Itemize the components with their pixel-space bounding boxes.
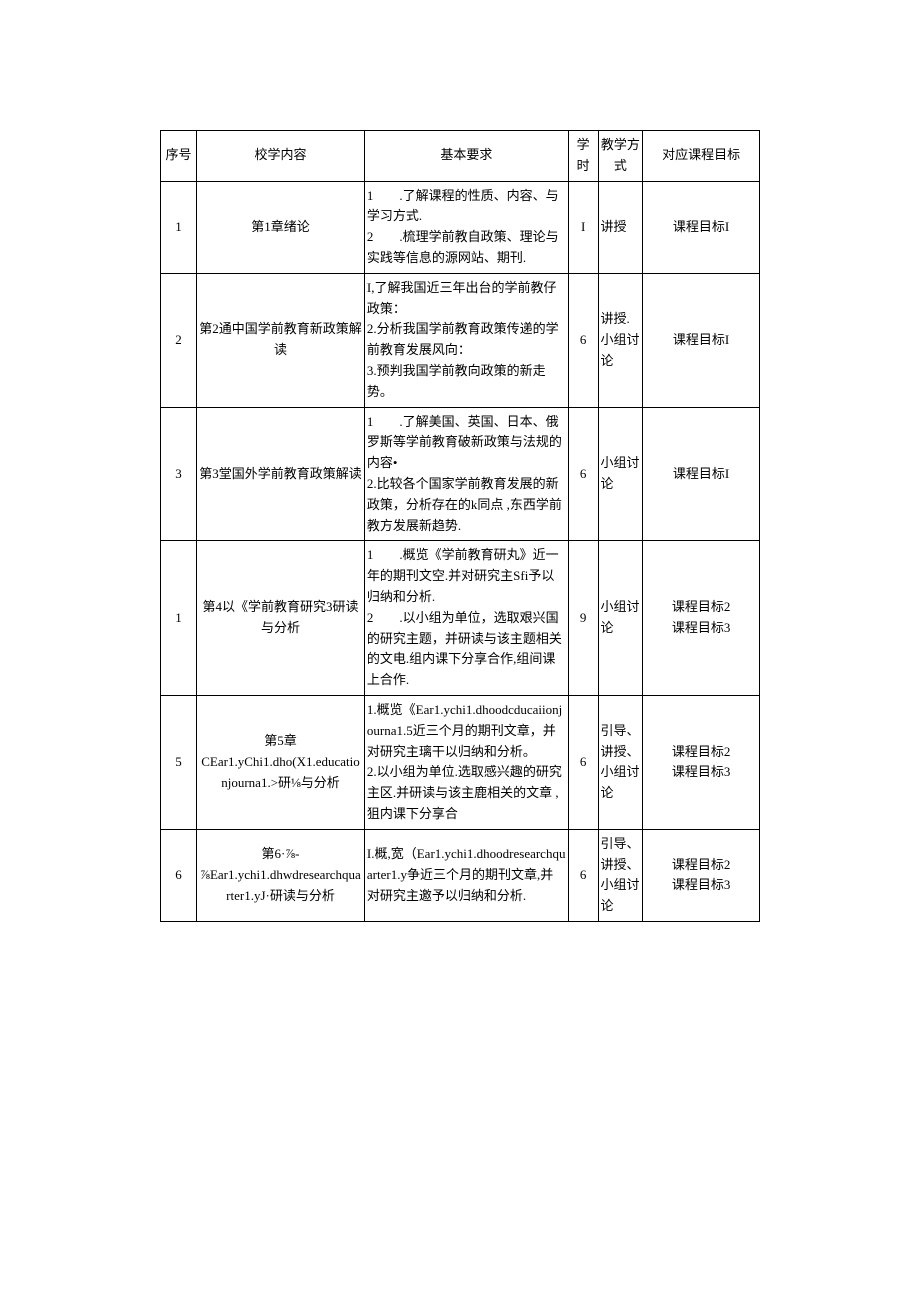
header-seq: 序号 bbox=[161, 131, 197, 182]
cell-hours: 6 bbox=[568, 829, 598, 921]
cell-seq: 6 bbox=[161, 829, 197, 921]
table-body: 1 第1章绪论 1 .了解课程的性质、内容、与学习方式.2 .梳理学前教自政策、… bbox=[161, 181, 760, 921]
cell-content: 第6·⅞-⅞Ear1.ychi1.dhwdresearchquarter1.yJ… bbox=[197, 829, 365, 921]
header-goal: 对应课程目标 bbox=[643, 131, 760, 182]
cell-method: 讲授.小组讨论 bbox=[598, 273, 643, 407]
page-container: 序号 校学内容 基本要求 学时 教学方式 对应课程目标 1 第1章绪论 1 .了… bbox=[0, 0, 920, 982]
cell-content: 第2通中国学前教育新政策解读 bbox=[197, 273, 365, 407]
cell-content: 第4以《学前教育研究3研读与分析 bbox=[197, 541, 365, 696]
cell-req: 1 .概览《学前教育研丸》近一年的期刊文空.并对研究主Sfi予以归纳和分析.2 … bbox=[364, 541, 568, 696]
cell-hours: 9 bbox=[568, 541, 598, 696]
table-row: 5 第5章CEar1.yChi1.dho(X1.educationjourna1… bbox=[161, 695, 760, 829]
cell-seq: 1 bbox=[161, 541, 197, 696]
cell-seq: 1 bbox=[161, 181, 197, 273]
table-row: 1 第1章绪论 1 .了解课程的性质、内容、与学习方式.2 .梳理学前教自政策、… bbox=[161, 181, 760, 273]
cell-goal: 课程目标2课程目标3 bbox=[643, 541, 760, 696]
cell-seq: 2 bbox=[161, 273, 197, 407]
table-row: 2 第2通中国学前教育新政策解读 I,了解我国近三年出台的学前教仔政策：2.分析… bbox=[161, 273, 760, 407]
cell-hours: I bbox=[568, 181, 598, 273]
cell-hours: 6 bbox=[568, 273, 598, 407]
table-row: 3 第3堂国外学前教育政策解读 1 .了解美国、英国、日本、俄罗斯等学前教育破新… bbox=[161, 407, 760, 541]
syllabus-table: 序号 校学内容 基本要求 学时 教学方式 对应课程目标 1 第1章绪论 1 .了… bbox=[160, 130, 760, 922]
cell-hours: 6 bbox=[568, 695, 598, 829]
table-header-row: 序号 校学内容 基本要求 学时 教学方式 对应课程目标 bbox=[161, 131, 760, 182]
cell-goal: 课程目标I bbox=[643, 181, 760, 273]
cell-seq: 3 bbox=[161, 407, 197, 541]
header-hours: 学时 bbox=[568, 131, 598, 182]
cell-method: 小组讨论 bbox=[598, 541, 643, 696]
cell-req: 1 .了解课程的性质、内容、与学习方式.2 .梳理学前教自政策、理论与实践等信息… bbox=[364, 181, 568, 273]
table-row: 1 第4以《学前教育研究3研读与分析 1 .概览《学前教育研丸》近一年的期刊文空… bbox=[161, 541, 760, 696]
cell-seq: 5 bbox=[161, 695, 197, 829]
table-row: 6 第6·⅞-⅞Ear1.ychi1.dhwdresearchquarter1.… bbox=[161, 829, 760, 921]
cell-hours: 6 bbox=[568, 407, 598, 541]
cell-content: 第1章绪论 bbox=[197, 181, 365, 273]
cell-method: 引导、讲授、小组讨论 bbox=[598, 829, 643, 921]
cell-method: 讲授 bbox=[598, 181, 643, 273]
header-content: 校学内容 bbox=[197, 131, 365, 182]
cell-method: 引导、讲授、小组讨论 bbox=[598, 695, 643, 829]
header-method: 教学方式 bbox=[598, 131, 643, 182]
header-req: 基本要求 bbox=[364, 131, 568, 182]
cell-goal: 课程目标2课程目标3 bbox=[643, 829, 760, 921]
cell-req: I.概,宽（Ear1.ychi1.dhoodresearchquarter1.y… bbox=[364, 829, 568, 921]
cell-goal: 课程目标I bbox=[643, 273, 760, 407]
cell-content: 第5章CEar1.yChi1.dho(X1.educationjourna1.>… bbox=[197, 695, 365, 829]
cell-goal: 课程目标I bbox=[643, 407, 760, 541]
cell-method: 小组讨论 bbox=[598, 407, 643, 541]
cell-req: 1 .了解美国、英国、日本、俄罗斯等学前教育破新政策与法规的内容•2.比较各个国… bbox=[364, 407, 568, 541]
cell-req: I,了解我国近三年出台的学前教仔政策：2.分析我国学前教育政策传递的学前教育发展… bbox=[364, 273, 568, 407]
cell-req: 1.概览《Ear1.ychi1.dhoodcducaiionjourna1.5近… bbox=[364, 695, 568, 829]
cell-goal: 课程目标2课程目标3 bbox=[643, 695, 760, 829]
cell-content: 第3堂国外学前教育政策解读 bbox=[197, 407, 365, 541]
